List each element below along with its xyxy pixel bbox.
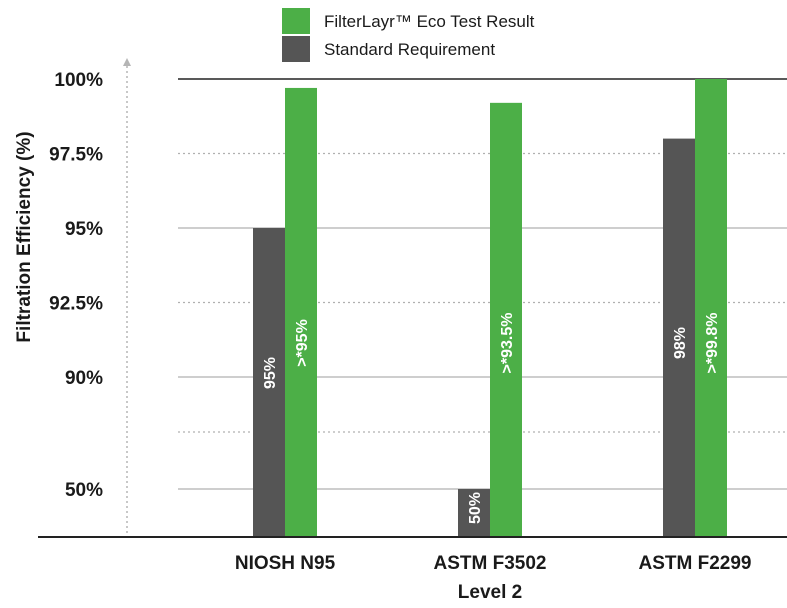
bar [695, 79, 727, 537]
legend-label-standard: Standard Requirement [324, 40, 495, 59]
y-axis-title: Filtration Efficiency (%) [14, 131, 35, 342]
y-tick-label: 100% [54, 70, 103, 91]
x-category-sublabel: Level 2 [458, 582, 522, 603]
legend: FilterLayr™ Eco Test Result Standard Req… [282, 8, 535, 62]
bar [253, 228, 285, 537]
x-category-label: ASTM F3502 [434, 553, 547, 574]
legend-swatch-standard [282, 36, 310, 62]
data-label: 98% [672, 327, 689, 359]
bar [663, 138, 695, 537]
bar [285, 87, 317, 537]
y-tick-label: 90% [65, 368, 103, 389]
y-tick-labels: 100% 97.5% 95% 92.5% 90% 50% [49, 70, 103, 501]
y-tick-label: 97.5% [49, 145, 103, 166]
bar [458, 489, 490, 537]
data-label: 95% [262, 357, 279, 389]
data-label: >*99.8% [704, 313, 721, 374]
x-category-label: NIOSH N95 [235, 553, 336, 574]
y-tick-label: 92.5% [49, 294, 103, 315]
data-label: 50% [467, 492, 484, 524]
data-labels: 95% >*95% 50% >*93.5% 98% >*99.8% [262, 313, 721, 524]
data-label: >*93.5% [499, 313, 516, 374]
y-tick-label: 50% [65, 480, 103, 501]
legend-swatch-eco [282, 8, 310, 34]
bars [253, 79, 727, 537]
x-category-labels: NIOSH N95 ASTM F3502 Level 2 ASTM F2299 [235, 553, 752, 603]
x-category-label: ASTM F2299 [639, 553, 752, 574]
data-label: >*95% [294, 319, 311, 367]
y-tick-label: 95% [65, 219, 103, 240]
y-axis-arrow-icon [123, 58, 131, 66]
legend-label-eco: FilterLayr™ Eco Test Result [324, 12, 535, 31]
bar [490, 102, 522, 537]
